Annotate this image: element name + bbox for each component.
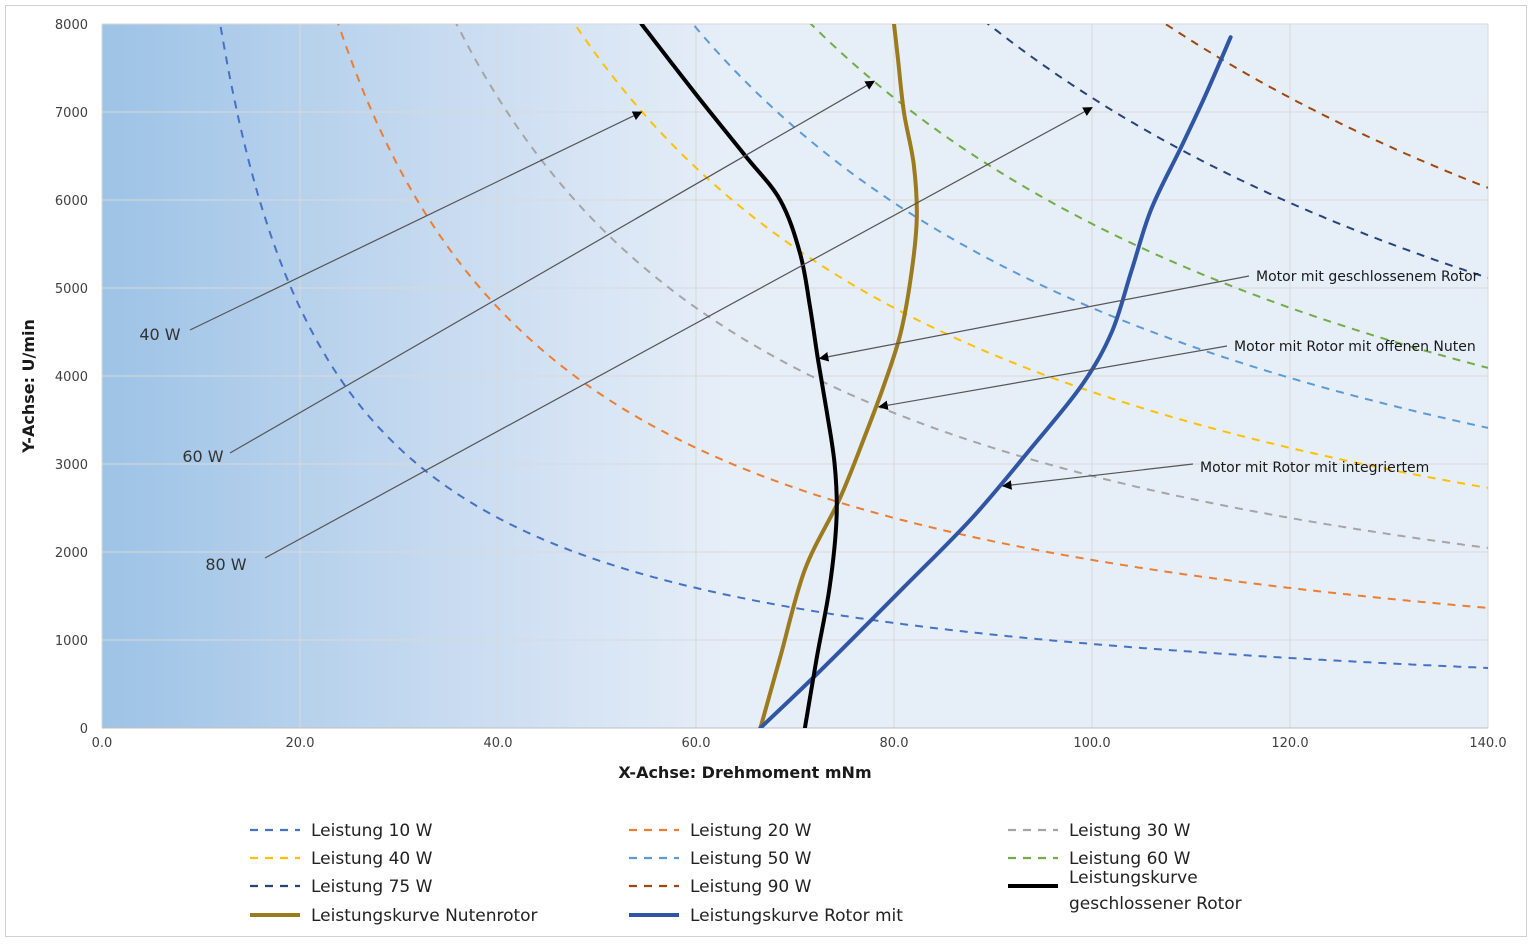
legend-label: Leistung 30 W bbox=[1069, 821, 1191, 841]
legend-item: Leistungskurve Rotor mit bbox=[629, 906, 903, 926]
y-tick-label: 2000 bbox=[55, 546, 88, 561]
chart-frame bbox=[5, 5, 1527, 937]
y-tick-label: 8000 bbox=[55, 18, 88, 33]
annotation-arrow bbox=[878, 345, 1228, 411]
power-arrow bbox=[264, 107, 1093, 559]
legend-label: geschlossener Rotor bbox=[1069, 894, 1242, 914]
legend: Leistung 10 W Leistung 20 W Leistung 30 W L… bbox=[250, 821, 1242, 926]
x-tick-label: 80.0 bbox=[880, 736, 909, 751]
y-tick-label: 6000 bbox=[55, 194, 88, 209]
power-label-40w: 40 W bbox=[139, 325, 180, 344]
power-arrow bbox=[189, 111, 643, 331]
y-tick-label: 3000 bbox=[55, 458, 88, 473]
legend-item: Leistungskurve geschlossener Rotor bbox=[1008, 868, 1242, 914]
legend-item: Leistungskurve Nutenrotor bbox=[250, 906, 538, 926]
power-arrow bbox=[229, 80, 876, 454]
series-30w-line bbox=[455, 24, 1488, 549]
x-tick-label: 40.0 bbox=[484, 736, 513, 751]
axis-ticks: 0.0 20.0 40.0 60.0 80.0 100.0 120.0 140.0 0 1000 2… bbox=[55, 18, 1507, 751]
legend-label: Leistung 50 W bbox=[690, 849, 812, 869]
y-tick-label: 5000 bbox=[55, 282, 88, 297]
legend-label: Leistung 40 W bbox=[311, 849, 433, 869]
series-20w-line bbox=[337, 24, 1488, 609]
power-label-80w: 80 W bbox=[205, 555, 246, 574]
nutenrotor-curve bbox=[758, 24, 919, 728]
x-tick-label: 120.0 bbox=[1271, 736, 1308, 751]
y-tick-label: 1000 bbox=[55, 634, 88, 649]
series-group bbox=[219, 24, 1488, 728]
legend-label: Leistung 60 W bbox=[1069, 849, 1191, 869]
series-10w-line bbox=[219, 24, 1488, 669]
annotations: 40 W 60 W 80 W Motor mit geschlossenem Roto… bbox=[139, 80, 1479, 574]
annotation-label: Motor mit geschlossenem Rotor bbox=[1256, 269, 1479, 285]
y-tick-label: 4000 bbox=[55, 370, 88, 385]
geschlossener-rotor-curve bbox=[639, 24, 839, 728]
x-tick-label: 140.0 bbox=[1469, 736, 1506, 751]
x-tick-label: 20.0 bbox=[286, 736, 315, 751]
annotation-arrow bbox=[1001, 463, 1194, 490]
legend-item: Leistung 40 W bbox=[250, 849, 433, 869]
x-tick-label: 100.0 bbox=[1073, 736, 1110, 751]
gridlines bbox=[101, 23, 1489, 729]
legend-item: Leistung 75 W bbox=[250, 877, 433, 897]
legend-item: Leistung 20 W bbox=[629, 821, 812, 841]
legend-label: Leistungskurve bbox=[1069, 868, 1198, 888]
x-tick-label: 60.0 bbox=[682, 736, 711, 751]
annotation-label: Motor mit Rotor mit integriertem bbox=[1200, 460, 1429, 476]
legend-item: Leistung 10 W bbox=[250, 821, 433, 841]
x-axis-title: X-Achse: Drehmoment mNm bbox=[618, 763, 871, 782]
legend-label: Leistung 10 W bbox=[311, 821, 433, 841]
legend-item: Leistung 60 W bbox=[1008, 849, 1191, 869]
legend-label: Leistungskurve Rotor mit bbox=[690, 906, 903, 926]
legend-label: Leistung 20 W bbox=[690, 821, 812, 841]
annotation-label: Motor mit Rotor mit offenen Nuten bbox=[1234, 339, 1476, 355]
power-label-60w: 60 W bbox=[182, 447, 223, 466]
y-tick-label: 7000 bbox=[55, 106, 88, 121]
series-60w-line bbox=[809, 24, 1488, 369]
y-tick-label: 0 bbox=[80, 722, 88, 737]
x-tick-label: 0.0 bbox=[92, 736, 113, 751]
legend-item: Leistung 30 W bbox=[1008, 821, 1191, 841]
legend-item: Leistung 90 W bbox=[629, 877, 812, 897]
annotation-arrow bbox=[818, 275, 1250, 362]
y-axis-title: Y-Achse: U/min bbox=[19, 319, 38, 454]
legend-item: Leistung 50 W bbox=[629, 849, 812, 869]
legend-label: Leistungskurve Nutenrotor bbox=[311, 906, 538, 926]
legend-label: Leistung 75 W bbox=[311, 877, 433, 897]
series-50w-line bbox=[691, 24, 1488, 429]
legend-label: Leistung 90 W bbox=[690, 877, 812, 897]
series-40w-line bbox=[573, 24, 1488, 489]
rotor-mit-curve bbox=[758, 35, 1233, 728]
